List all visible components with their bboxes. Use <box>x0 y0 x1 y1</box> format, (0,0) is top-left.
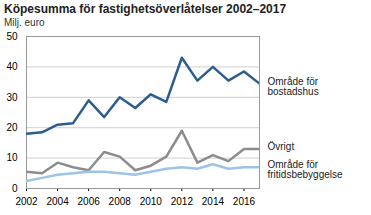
svg-text:Övrigt: Övrigt <box>268 141 295 152</box>
svg-text:20: 20 <box>6 122 18 133</box>
svg-text:40: 40 <box>6 61 18 72</box>
svg-text:50: 50 <box>6 31 18 42</box>
html-text:Milj. euro: Milj. euro <box>4 17 45 28</box>
svg-text:2008: 2008 <box>109 196 132 207</box>
svg-text:2010: 2010 <box>140 196 163 207</box>
svg-text:0: 0 <box>12 183 18 194</box>
svg-text:2004: 2004 <box>46 196 69 207</box>
svg-text:Område förbostadshus: Område förbostadshus <box>268 76 319 97</box>
svg-text:2006: 2006 <box>78 196 101 207</box>
svg-text:2012: 2012 <box>171 196 194 207</box>
svg-text:30: 30 <box>6 92 18 103</box>
html-text:Köpesumma för fastighetsöverlå: Köpesumma för fastighetsöverlåtelser 200… <box>4 2 287 16</box>
svg-text:2016: 2016 <box>233 196 256 207</box>
svg-text:2014: 2014 <box>202 196 225 207</box>
svg-text:2002: 2002 <box>15 196 38 207</box>
svg-text:10: 10 <box>6 152 18 163</box>
svg-text:Område förfritidsbebyggelse: Område förfritidsbebyggelse <box>268 159 343 180</box>
